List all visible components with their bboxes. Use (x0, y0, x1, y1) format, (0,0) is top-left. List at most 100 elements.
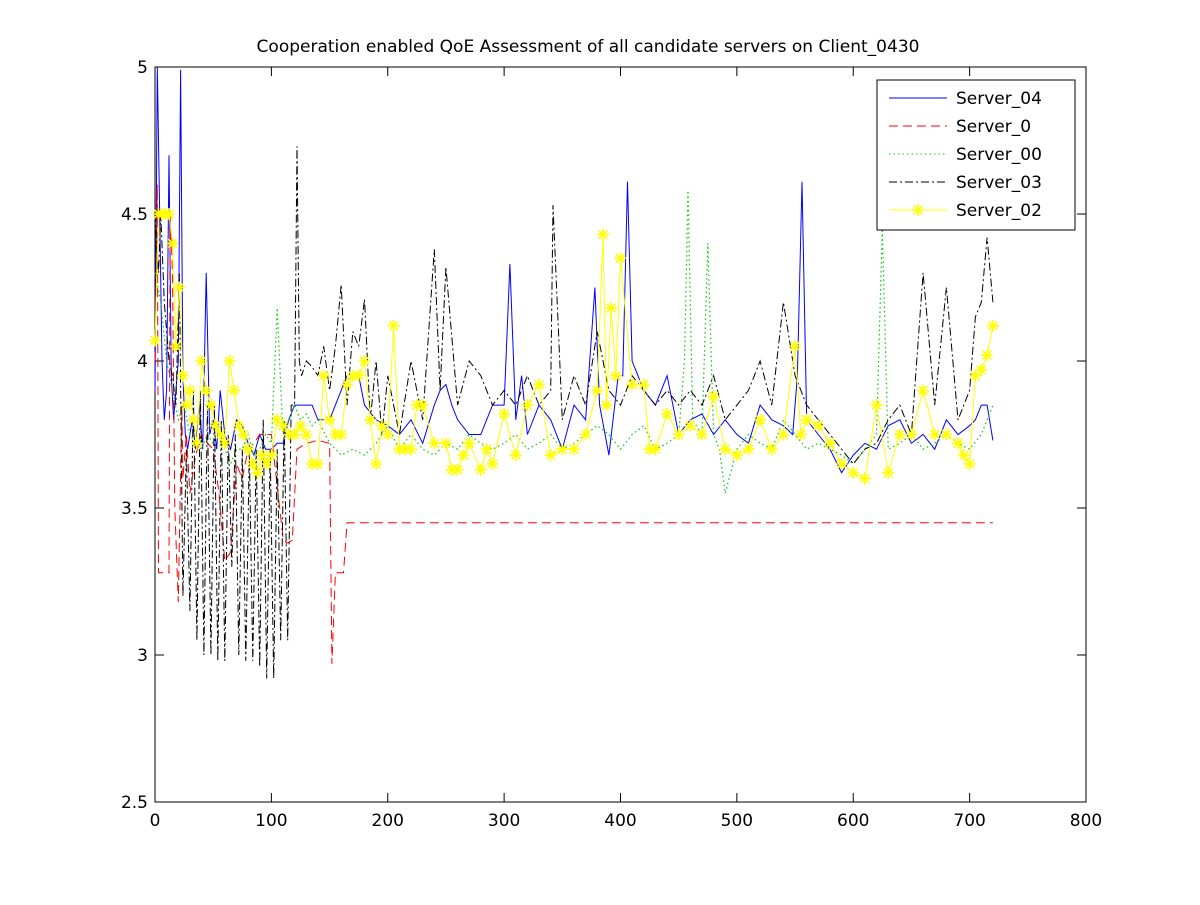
series-point-server-02 (277, 419, 290, 432)
series-point-server-02 (335, 428, 348, 441)
series-point-server-02 (672, 428, 685, 441)
series-point-server-02 (451, 463, 464, 476)
series-line-server-03 (154, 146, 994, 679)
series-point-server-02 (579, 428, 592, 441)
series-point-server-02 (905, 428, 918, 441)
series-point-server-02 (251, 466, 264, 479)
series-point-server-02 (246, 457, 259, 470)
series-point-server-02 (963, 457, 976, 470)
series-point-server-02 (405, 443, 418, 456)
series-point-server-02 (214, 428, 227, 441)
plot-area: 0 100 200 300 400 500 600 700 800 2.5 3 3.5 4 4.5 5 (121, 58, 1102, 831)
series-point-server-02 (957, 449, 970, 462)
series-point-server-02 (893, 428, 906, 441)
series-point-server-02 (969, 369, 982, 382)
x-tick-label: 300 (488, 811, 520, 831)
series-point-server-02 (358, 355, 371, 367)
x-tick-label: 700 (953, 811, 985, 831)
series-line-server-00 (154, 190, 994, 494)
series-point-server-02 (556, 443, 569, 456)
series-point-server-02 (928, 428, 941, 441)
series-point-server-02 (649, 443, 662, 456)
series-point-server-02 (812, 419, 825, 432)
legend-label-server-04: Server_04 (956, 89, 1042, 109)
series-point-server-02 (567, 443, 580, 456)
series-point-server-02 (169, 340, 182, 353)
series-point-server-02 (742, 443, 755, 456)
series-point-server-02 (352, 369, 365, 382)
series-point-server-02 (486, 457, 499, 470)
series-point-server-02 (166, 237, 179, 250)
series-point-server-02 (847, 466, 860, 479)
y-tick-label: 4.5 (121, 205, 148, 225)
x-tick-label: 600 (837, 811, 869, 831)
series-point-server-02 (695, 428, 708, 441)
x-tick-label: 500 (721, 811, 753, 831)
series-point-server-02 (975, 363, 988, 376)
series-point-server-02 (882, 466, 895, 479)
series-point-server-02 (544, 449, 557, 462)
series-point-server-02 (605, 302, 618, 315)
series-point-server-02 (187, 413, 200, 426)
x-tick-label: 800 (1070, 811, 1102, 831)
series-point-server-02 (370, 457, 383, 470)
series-point-server-02 (242, 443, 255, 456)
series-point-server-02 (800, 413, 813, 426)
series-point-server-02 (730, 449, 743, 462)
series-point-server-02 (317, 369, 330, 382)
series-point-server-02 (986, 319, 999, 332)
series-point-server-02 (684, 419, 697, 432)
series-point-server-02 (416, 399, 429, 412)
series-point-server-02 (381, 428, 394, 441)
series-point-server-02 (626, 378, 639, 391)
series-point-server-02 (789, 340, 802, 353)
series-point-server-02 (149, 334, 161, 347)
series-line-server-0 (154, 184, 993, 664)
series-point-server-02 (463, 437, 476, 450)
series-point-server-02 (288, 428, 301, 441)
legend-marker-server-02 (912, 204, 924, 216)
series-point-server-02 (637, 378, 650, 391)
series-point-server-02 (237, 428, 250, 441)
x-tick-label: 400 (604, 811, 636, 831)
series-point-server-02 (765, 443, 778, 456)
series-point-server-02 (209, 419, 222, 432)
series-point-server-02 (271, 413, 284, 426)
series-point-server-02 (981, 349, 994, 362)
series-point-server-02 (951, 437, 964, 450)
x-tick-label: 100 (255, 811, 287, 831)
series-point-server-02 (223, 355, 236, 367)
series-point-server-02 (835, 457, 848, 470)
series-point-server-02 (509, 449, 522, 462)
series-point-server-02 (428, 437, 441, 450)
series-point-server-02 (521, 399, 534, 412)
series-point-server-02 (256, 449, 269, 462)
series-point-server-02 (218, 437, 231, 450)
y-tick-label: 5 (137, 58, 148, 78)
series-point-server-02 (260, 457, 273, 470)
series-point-server-02 (323, 413, 336, 426)
series-point-server-02 (183, 384, 196, 397)
y-tick-label: 3.5 (121, 499, 148, 519)
series-point-server-02 (195, 355, 208, 367)
series-point-server-02 (498, 407, 511, 420)
series-point-server-02 (719, 443, 732, 456)
series-point-server-02 (940, 428, 953, 441)
series-point-server-02 (375, 419, 388, 432)
series-point-server-02 (480, 443, 493, 456)
series-point-server-02 (858, 472, 871, 485)
chart-title: Cooperation enabled QoE Assessment of al… (257, 37, 920, 57)
series-point-server-02 (200, 384, 213, 397)
series-point-server-02 (190, 437, 203, 450)
legend-label-server-00: Server_00 (956, 145, 1042, 165)
series-point-server-02 (173, 281, 186, 294)
series-point-server-02 (228, 384, 241, 397)
series-point-server-02 (600, 399, 613, 412)
series-point-server-02 (176, 369, 189, 382)
series-point-server-02 (823, 437, 836, 450)
series-point-server-02 (162, 208, 175, 220)
legend: Server_04 Server_0 Server_00 Server_03 Serve… (876, 79, 1076, 231)
legend-label-server-02: Server_02 (956, 201, 1042, 221)
series-point-server-02 (294, 419, 307, 432)
